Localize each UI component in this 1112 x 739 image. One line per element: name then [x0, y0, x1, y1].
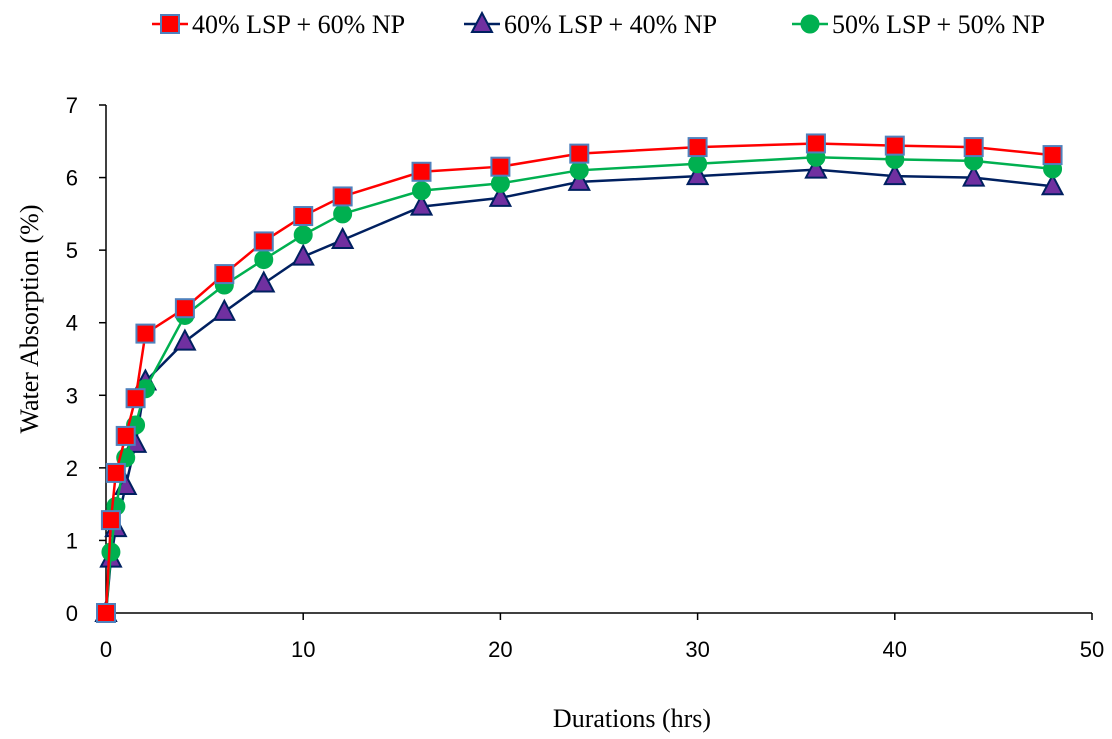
- data-point: [174, 298, 195, 319]
- data-point: [293, 206, 314, 227]
- data-point: [412, 181, 432, 201]
- y-tick-label: 4: [66, 311, 78, 336]
- series-line: [104, 168, 1053, 614]
- data-point: [569, 143, 590, 164]
- y-tick-label: 3: [66, 383, 78, 408]
- series-2: [94, 156, 1065, 622]
- y-axis-title: Water Absorption (%): [15, 205, 44, 434]
- series-line: [104, 142, 1053, 614]
- data-point: [212, 298, 236, 321]
- legend-item: 50% LSP + 50% NP: [792, 10, 1045, 39]
- data-point: [125, 388, 146, 409]
- data-point: [291, 243, 315, 266]
- legend-marker: [160, 14, 180, 34]
- x-tick-label: 0: [100, 637, 112, 662]
- data-point: [330, 226, 355, 249]
- y-tick-label: 5: [66, 238, 78, 263]
- data-point: [96, 603, 116, 623]
- legend-label: 40% LSP + 60% NP: [192, 10, 405, 39]
- data-point: [963, 137, 984, 158]
- x-tick-label: 30: [685, 637, 709, 662]
- legend-item: 60% LSP + 40% NP: [464, 10, 717, 39]
- x-tick-label: 10: [291, 637, 315, 662]
- x-axis-title: Durations (hrs): [553, 704, 711, 733]
- data-point: [411, 161, 432, 182]
- y-tick-label: 2: [66, 456, 78, 481]
- data-point: [488, 184, 513, 207]
- data-point: [884, 135, 905, 156]
- data-point: [101, 542, 121, 562]
- y-tick-label: 6: [66, 166, 78, 191]
- data-point: [805, 133, 826, 154]
- data-point: [962, 164, 986, 187]
- legend-label: 50% LSP + 50% NP: [832, 10, 1045, 39]
- legend-item: 40% LSP + 60% NP: [152, 10, 405, 39]
- data-point: [1040, 173, 1065, 196]
- data-point: [804, 156, 828, 179]
- data-point: [105, 462, 126, 483]
- x-tick-label: 50: [1080, 637, 1104, 662]
- data-point: [214, 264, 235, 285]
- data-point: [883, 162, 907, 186]
- data-point: [490, 173, 510, 193]
- y-tick-label: 0: [66, 601, 78, 626]
- plot-area: [94, 133, 1065, 623]
- data-point: [490, 156, 511, 177]
- data-point: [253, 231, 274, 252]
- y-tick-label: 1: [66, 528, 78, 553]
- data-point: [100, 510, 121, 531]
- data-point: [254, 250, 274, 270]
- data-point: [687, 137, 708, 158]
- y-tick-label: 7: [66, 93, 78, 118]
- legend-marker: [470, 10, 494, 33]
- data-point: [252, 270, 276, 293]
- data-point: [115, 425, 136, 446]
- series-line: [104, 156, 1053, 614]
- series-1: [96, 133, 1063, 623]
- data-point: [1042, 145, 1063, 166]
- x-tick-label: 20: [488, 637, 512, 662]
- x-tick-label: 40: [883, 637, 907, 662]
- data-point: [332, 186, 353, 207]
- data-point: [685, 162, 710, 186]
- data-point: [173, 328, 197, 351]
- data-point: [567, 168, 591, 191]
- data-point: [409, 193, 434, 216]
- data-point: [569, 160, 589, 180]
- ticks: 0 10 20 30 40 50 0 1 2 3 4 5 6 7: [66, 93, 1104, 662]
- legend-marker: [800, 14, 820, 34]
- data-point: [293, 225, 313, 245]
- data-point: [688, 154, 708, 174]
- series-3: [96, 147, 1063, 623]
- legend: 40% LSP + 60% NP 60% LSP + 40% NP 50% LSP …: [152, 10, 1045, 39]
- data-point: [333, 204, 353, 224]
- legend-label: 60% LSP + 40% NP: [504, 10, 717, 39]
- data-point: [135, 323, 156, 344]
